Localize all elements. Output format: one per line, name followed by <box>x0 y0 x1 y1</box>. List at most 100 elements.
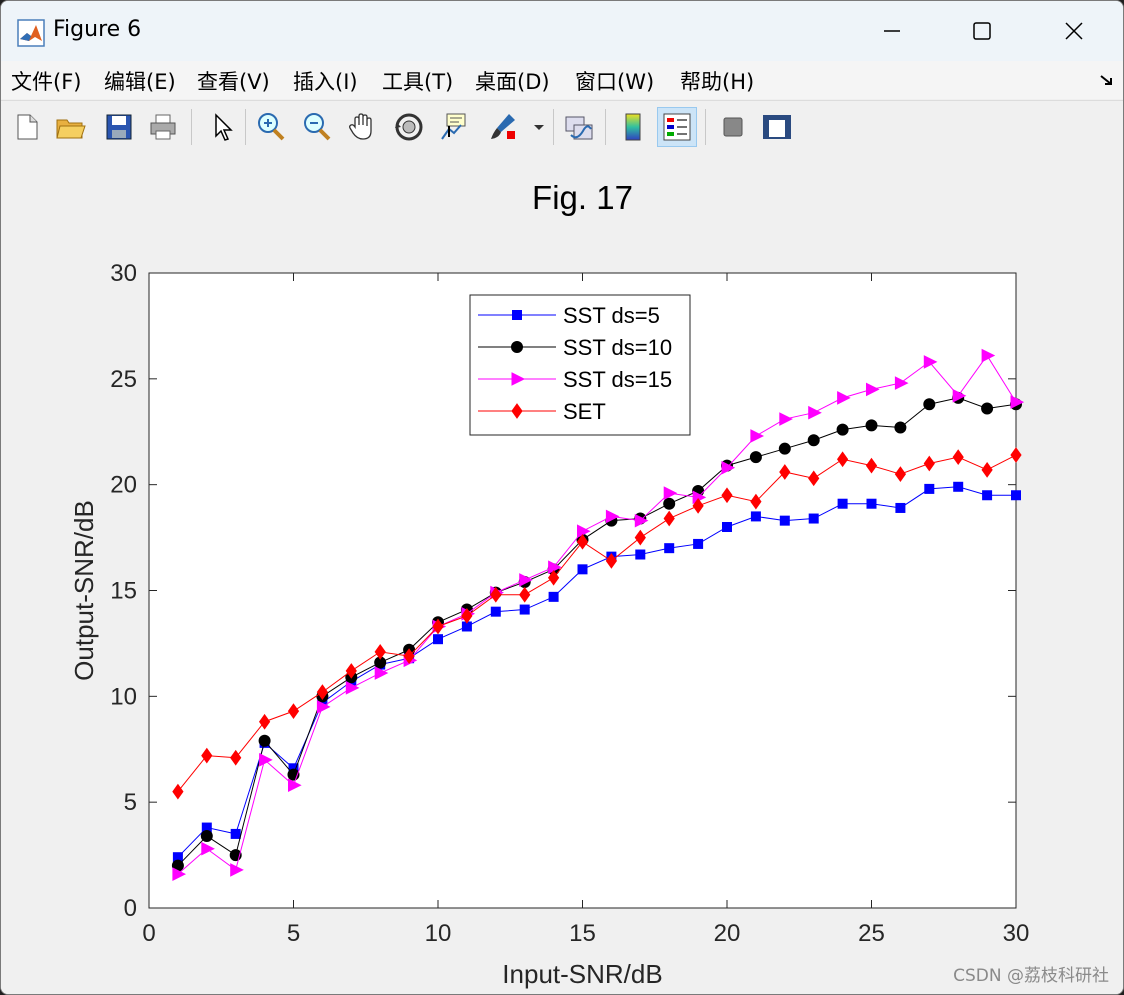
data-point-series-1 <box>808 513 819 524</box>
data-point-series-4 <box>345 663 357 679</box>
data-point-series-1 <box>722 522 732 532</box>
data-point-series-3 <box>923 355 938 369</box>
show-plot-tools-button[interactable] <box>757 107 797 147</box>
data-point-series-4 <box>923 455 935 472</box>
data-point-series-1 <box>953 481 964 492</box>
data-point-series-3 <box>981 348 996 363</box>
y-tick-label: 5 <box>124 789 137 816</box>
menu-insert[interactable]: 插入(I) <box>293 70 358 94</box>
figure-toolbar <box>1 100 1123 154</box>
print-icon <box>150 114 176 140</box>
x-axis-label: Input-SNR/dB <box>502 959 662 989</box>
toolbar-separator <box>245 109 246 145</box>
close-button[interactable] <box>1051 9 1097 53</box>
figure-canvas: 0 5 10 15 20 25 30 0 5 10 15 20 25 30 Fig. 17 Input-SNR… <box>1 153 1123 994</box>
data-point-series-3 <box>1010 395 1025 409</box>
watermark: CSDN @荔枝科研社 <box>953 966 1109 986</box>
series-line-4 <box>177 454 1017 792</box>
new-figure-button[interactable] <box>7 107 47 147</box>
colorbar-icon <box>625 113 641 141</box>
data-point-series-4 <box>547 569 560 586</box>
data-point-series-2 <box>258 734 271 747</box>
brush-dropdown-icon <box>534 125 544 130</box>
data-point-series-4 <box>287 703 300 720</box>
data-point-series-2 <box>923 398 936 411</box>
minimize-button[interactable] <box>869 9 915 53</box>
show-plot-tools-icon <box>763 115 791 139</box>
select-button[interactable] <box>201 107 241 147</box>
hide-plot-tools-button[interactable] <box>713 107 753 147</box>
data-point-series-4 <box>692 497 704 514</box>
data-cursor-button[interactable] <box>435 107 475 147</box>
toolbar-separator <box>553 109 554 145</box>
menu-window[interactable]: 窗口(W) <box>575 70 655 94</box>
zoom-out-icon <box>304 113 331 141</box>
data-point-series-1 <box>433 634 443 645</box>
data-point-series-2 <box>865 419 878 432</box>
brush-dropdown-button[interactable] <box>529 107 549 147</box>
data-point-series-1 <box>490 606 501 617</box>
open-file-icon <box>56 119 86 139</box>
x-tick-label: 30 <box>1003 920 1030 947</box>
data-point-series-3 <box>605 509 620 524</box>
data-point-series-3 <box>172 867 187 881</box>
data-point-series-1 <box>837 498 848 509</box>
menu-help[interactable]: 帮助(H) <box>680 70 755 94</box>
data-point-series-1 <box>1011 490 1021 501</box>
data-point-series-4 <box>374 644 386 660</box>
pan-hand-icon <box>349 113 372 140</box>
data-point-series-2 <box>836 423 849 436</box>
data-point-series-2 <box>778 442 791 455</box>
data-point-series-3 <box>548 560 562 575</box>
data-point-series-1 <box>866 498 877 509</box>
data-point-series-2 <box>200 830 213 843</box>
data-point-series-4 <box>981 461 993 478</box>
title-bar[interactable]: Figure 6 <box>1 1 1123 61</box>
brush-button[interactable] <box>483 107 523 147</box>
data-point-series-2 <box>663 497 676 510</box>
y-tick-label: 15 <box>110 578 137 605</box>
data-point-series-3 <box>808 405 822 420</box>
data-point-series-1 <box>895 502 906 513</box>
x-tick-label: 20 <box>714 920 741 947</box>
data-point-series-4 <box>894 466 907 482</box>
zoom-out-button[interactable] <box>297 107 337 147</box>
data-point-series-4 <box>258 713 271 730</box>
legend-button[interactable] <box>657 107 697 147</box>
dock-arrow-icon[interactable] <box>1099 72 1115 88</box>
menu-desktop[interactable]: 桌面(D) <box>475 70 550 94</box>
legend-marker <box>511 341 523 353</box>
data-point-series-4 <box>576 533 589 550</box>
data-point-series-1 <box>519 604 530 615</box>
save-button[interactable] <box>99 107 139 147</box>
menu-edit[interactable]: 编辑(E) <box>104 70 176 94</box>
colorbar-button[interactable] <box>613 107 653 147</box>
data-point-series-1 <box>693 538 704 549</box>
open-file-button[interactable] <box>51 107 91 147</box>
print-button[interactable] <box>143 107 183 147</box>
data-point-series-3 <box>201 841 215 856</box>
data-point-series-3 <box>750 429 765 443</box>
menu-view[interactable]: 查看(V) <box>197 70 270 94</box>
data-point-series-3 <box>577 524 591 539</box>
legend-label: SET <box>563 399 606 424</box>
menu-tools[interactable]: 工具(T) <box>382 70 454 94</box>
y-tick-label: 0 <box>124 895 137 922</box>
data-point-series-4 <box>461 608 473 624</box>
save-icon <box>106 114 132 140</box>
data-point-series-1 <box>548 591 559 602</box>
y-tick-label: 10 <box>110 683 137 710</box>
link-plot-button[interactable] <box>559 107 599 147</box>
hide-plot-tools-icon <box>723 117 743 137</box>
menu-file[interactable]: 文件(F) <box>11 70 82 94</box>
brush-icon <box>491 114 515 139</box>
maximize-button[interactable] <box>959 9 1005 53</box>
pan-button[interactable] <box>343 107 383 147</box>
rotate-3d-button[interactable] <box>389 107 429 147</box>
data-cursor-icon <box>441 113 466 140</box>
maximize-icon <box>973 22 991 40</box>
x-tick-label: 0 <box>142 920 155 947</box>
data-point-series-2 <box>981 402 994 415</box>
zoom-in-button[interactable] <box>251 107 291 147</box>
link-plot-icon <box>565 116 593 140</box>
